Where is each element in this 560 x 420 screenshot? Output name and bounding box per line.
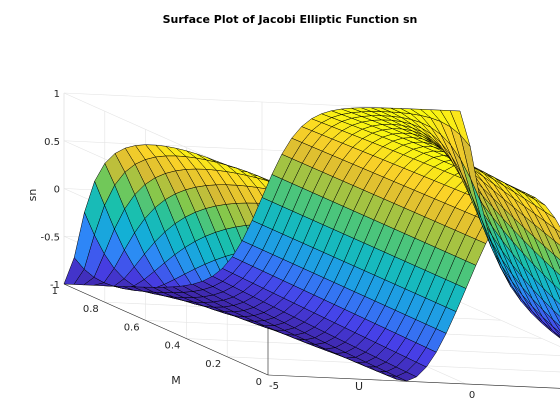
surface-facet (63, 257, 85, 285)
x-axis-label: U (355, 380, 363, 393)
chart-title: Surface Plot of Jacobi Elliptic Function… (163, 13, 418, 26)
x-axis-line (267, 374, 560, 389)
z-tick-label: 0 (54, 185, 60, 196)
y-tick-label: 0.8 (83, 304, 99, 315)
y-axis-line (63, 283, 269, 376)
x-tick-label: -5 (269, 381, 279, 392)
y-tick-label: 0 (256, 377, 262, 388)
surface (63, 107, 560, 382)
grid-line (459, 301, 560, 347)
z-tick-label: -0.5 (40, 232, 60, 243)
z-tick-label: 1 (54, 89, 60, 100)
y-tick-label: 0.6 (124, 322, 140, 333)
y-tick-label: 0.2 (205, 359, 221, 370)
x-tick-label: 0 (469, 390, 475, 401)
z-tick-label: -1 (50, 280, 60, 291)
y-tick-label: 0.4 (164, 341, 180, 352)
z-axis-label: sn (26, 189, 39, 202)
y-tick-label: 1 (52, 286, 58, 297)
y-axis-label: M (171, 374, 181, 387)
tick-labels: -1-0.500.51-50500.20.40.60.81 (40, 89, 475, 401)
z-tick-label: 0.5 (44, 137, 60, 148)
